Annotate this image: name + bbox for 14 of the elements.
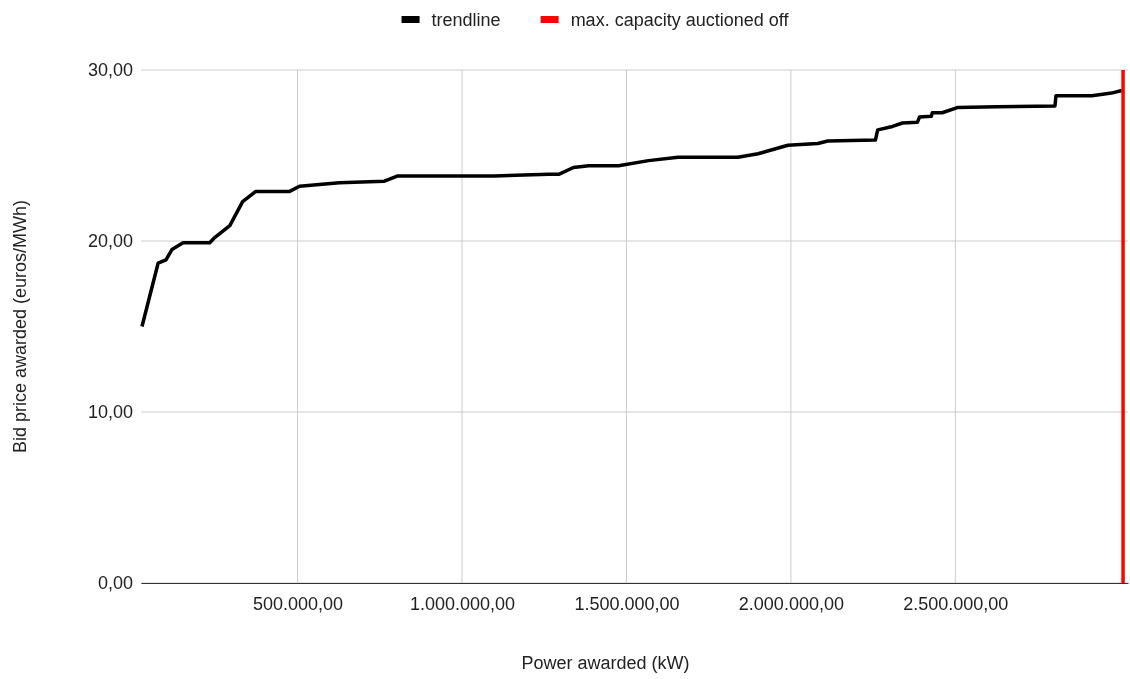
x-tick-label: 1.000.000,00 bbox=[409, 593, 516, 614]
legend-label: trendline bbox=[431, 10, 501, 30]
x-tick-label: 500.000,00 bbox=[253, 593, 344, 614]
legend-label: max. capacity auctioned off bbox=[570, 10, 790, 30]
y-tick-label: 0,00 bbox=[97, 573, 133, 594]
x-axis-title: Power awarded (kW) bbox=[521, 653, 690, 673]
line-series bbox=[140, 88, 1124, 329]
y-tick-label: 20,00 bbox=[87, 231, 133, 252]
x-tick-label: 2.500.000,00 bbox=[903, 593, 1009, 614]
x-tick-label: 2.000.000,00 bbox=[738, 593, 844, 614]
x-tick-label: 1.500.000,00 bbox=[574, 593, 680, 614]
y-tick-label: 10,00 bbox=[87, 402, 133, 423]
y-tick-label: 30,00 bbox=[87, 60, 133, 81]
y-axis-title: Bid price awarded (euros/MWh) bbox=[10, 199, 30, 454]
